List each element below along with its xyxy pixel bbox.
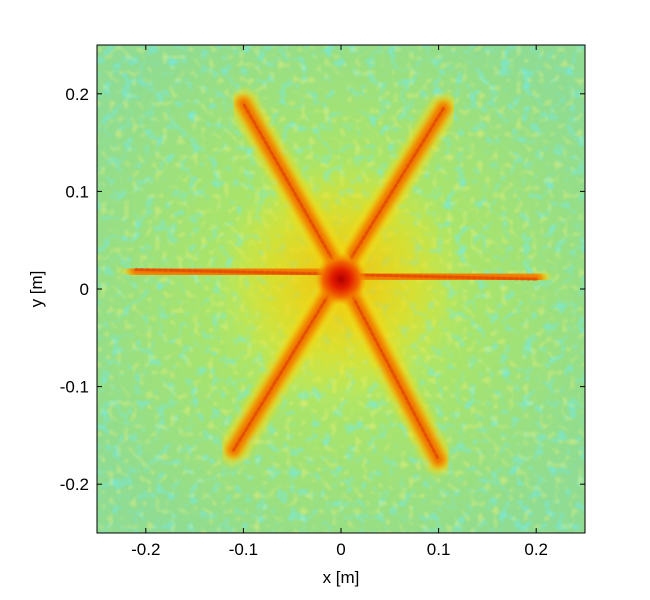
y-tick-label: 0.1: [65, 182, 89, 201]
center-peak: [315, 253, 367, 306]
ray-arm: [228, 88, 356, 290]
ray-stroke: [339, 106, 445, 276]
x-tick-label: 0.1: [427, 540, 451, 559]
y-axis-label: y [m]: [27, 271, 46, 308]
y-axis: -0.2 -0.1 0 0.1 0.2: [60, 85, 585, 494]
heatmap-image: [97, 45, 585, 533]
x-tick-label: -0.1: [229, 540, 258, 559]
x-axis-label: x [m]: [323, 568, 360, 587]
rays-layer: [121, 88, 552, 475]
ray-stroke: [134, 267, 343, 276]
ray-stroke: [339, 272, 538, 281]
ray-arm: [218, 259, 356, 466]
ray-arm: [326, 93, 459, 290]
y-tick-label: 0: [80, 280, 89, 299]
x-axis: -0.2 -0.1 0 0.1 0.2: [131, 45, 548, 559]
ray-arm: [121, 254, 356, 290]
ray-arm: [326, 259, 552, 295]
y-tick-label: -0.1: [60, 378, 89, 397]
ray-stroke: [232, 272, 343, 452]
ray-stroke: [339, 272, 441, 462]
x-tick-label: -0.2: [131, 540, 160, 559]
x-tick-label: 0: [336, 540, 345, 559]
y-tick-label: 0.2: [65, 85, 89, 104]
ray-stroke: [241, 102, 343, 276]
x-tick-label: 0.2: [524, 540, 548, 559]
ray-arm: [326, 259, 454, 475]
y-tick-label: -0.2: [60, 475, 89, 494]
